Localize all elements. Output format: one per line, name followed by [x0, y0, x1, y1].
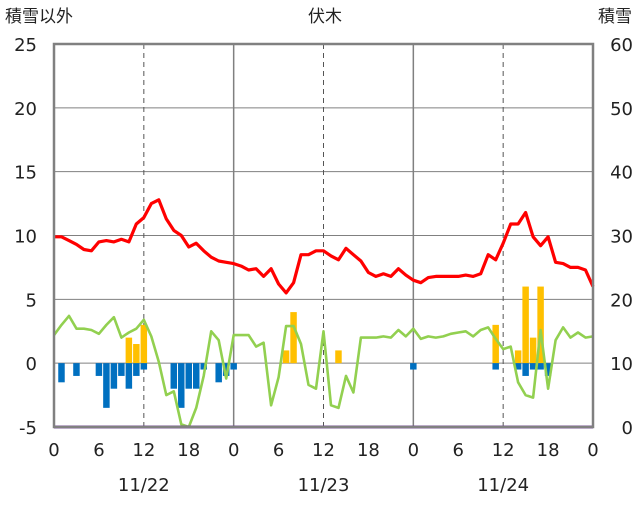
sunshine_negative-bar [537, 363, 544, 370]
x-tick-label: 18 [537, 440, 560, 461]
precipitation-bar [125, 337, 133, 364]
sunshine_negative-bar [192, 363, 200, 389]
sunshine_negative-bar [185, 363, 192, 389]
sunshine_negative-bar [125, 363, 133, 389]
right-tick-label: 0 [622, 418, 633, 439]
right-tick-label: 30 [610, 227, 633, 248]
date-label: 11/23 [298, 475, 350, 496]
sunshine_negative-bar [522, 363, 529, 376]
left-tick-label: 15 [14, 163, 37, 184]
sunshine_negative-bar [140, 363, 148, 370]
sunshine_negative-bar [215, 363, 222, 383]
x-tick-label: 12 [312, 440, 335, 461]
date-label: 11/22 [118, 475, 170, 496]
x-tick-label: 18 [177, 440, 200, 461]
x-tick-label: 0 [587, 440, 598, 461]
precipitation-bar [335, 350, 342, 364]
sunshine_negative-bar [222, 363, 230, 376]
plot-frame [52, 42, 595, 429]
sunshine_negative-bar [103, 363, 110, 408]
sunshine_negative-bar [95, 363, 103, 376]
sunshine_negative-bar [514, 363, 522, 370]
x-tick-label: 6 [453, 440, 464, 461]
sunshine_negative-bar [200, 363, 207, 370]
sunshine_negative-bar [492, 363, 499, 370]
plot-border [52, 42, 595, 429]
x-tick-label: 0 [408, 440, 419, 461]
left-axis-label: 積雪以外 [5, 7, 73, 27]
right-tick-label: 10 [610, 354, 633, 375]
right-tick-label: 60 [610, 35, 633, 56]
x-tick-label: 18 [357, 440, 380, 461]
chart-title: 伏木 [308, 7, 342, 27]
sunshine_negative-bar [544, 363, 552, 376]
right-tick-label: 50 [610, 99, 633, 120]
grid [54, 44, 593, 427]
sunshine_negative-bar [170, 363, 178, 389]
bar-series [58, 286, 552, 408]
sunshine_negative-bar [133, 363, 140, 376]
left-tick-label: 0 [26, 354, 37, 375]
precipitation-bar [529, 337, 537, 364]
right-tick-label: 40 [610, 163, 633, 184]
left-tick-label: 5 [26, 290, 37, 311]
right-tick-label: 20 [610, 290, 633, 311]
x-tick-label: 6 [93, 440, 104, 461]
precipitation-bar [522, 286, 529, 364]
x-tick-label: 0 [48, 440, 59, 461]
left-tick-label: -5 [19, 418, 37, 439]
sunshine_negative-bar [529, 363, 537, 370]
temperature-line [54, 198, 595, 295]
x-tick-label: 12 [492, 440, 515, 461]
sunshine_negative-bar [230, 363, 237, 370]
date-label: 11/24 [477, 475, 529, 496]
sunshine_negative-bar [110, 363, 118, 389]
x-tick-label: 0 [228, 440, 239, 461]
sunshine_negative-bar [58, 363, 65, 383]
x-tick-label: 6 [273, 440, 284, 461]
left-tick-label: 10 [14, 227, 37, 248]
precipitation-bar [140, 324, 148, 364]
wind-line [52, 314, 594, 429]
sunshine_negative-bar [118, 363, 125, 376]
precipitation-bar [282, 350, 290, 364]
sunshine_negative-bar [410, 363, 417, 370]
precipitation-bar [290, 312, 297, 364]
precipitation-bar [537, 286, 544, 364]
left-tick-label: 25 [14, 35, 37, 56]
left-tick-label: 20 [14, 99, 37, 120]
sunshine_negative-bar [178, 363, 185, 408]
sunshine_negative-bar [73, 363, 80, 376]
precipitation-bar [133, 344, 140, 364]
precipitation-bar [492, 324, 499, 364]
right-axis-label: 積雪 [598, 7, 632, 27]
precipitation-bar [514, 350, 522, 364]
x-tick-label: 12 [132, 440, 155, 461]
